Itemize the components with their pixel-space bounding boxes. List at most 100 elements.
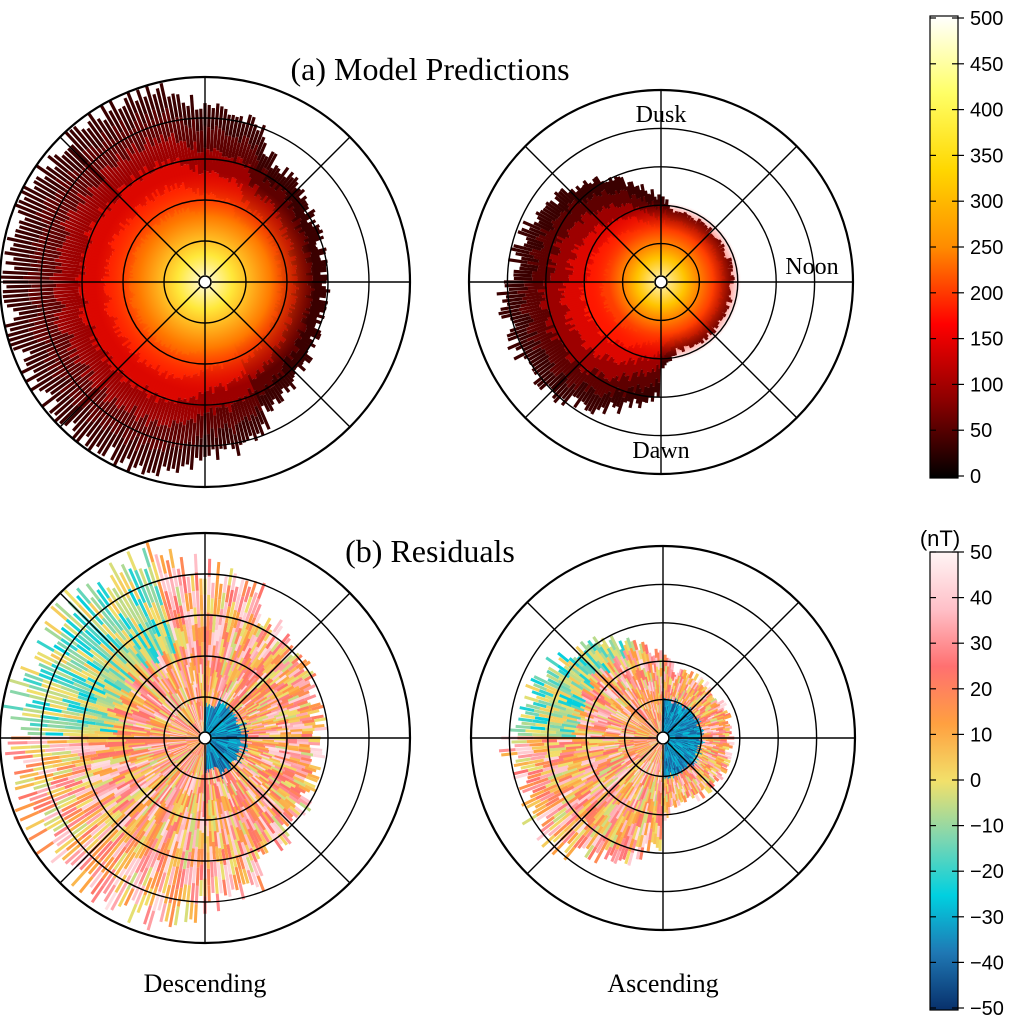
- residual-stroke: [170, 807, 180, 826]
- prediction-stroke: [72, 169, 94, 189]
- prediction-stroke: [654, 378, 658, 393]
- prediction-stroke: [602, 396, 613, 415]
- residual-stroke: [256, 773, 270, 783]
- prediction-stroke: [649, 368, 655, 384]
- prediction-stroke: [57, 317, 83, 328]
- residual-stroke: [273, 803, 285, 814]
- prediction-stroke: [166, 446, 175, 472]
- prediction-stroke: [628, 371, 636, 388]
- residual-stroke: [208, 830, 213, 847]
- prediction-stroke: [540, 337, 560, 350]
- prediction-stroke: [644, 387, 650, 403]
- prediction-stroke: [227, 137, 235, 159]
- prediction-stroke: [125, 450, 138, 476]
- prediction-stroke: [134, 112, 148, 138]
- prediction-stroke: [181, 443, 188, 467]
- residual-stroke: [253, 789, 265, 801]
- prediction-stroke: [622, 380, 631, 398]
- prediction-stroke: [210, 108, 216, 130]
- prediction-stroke: [23, 196, 48, 210]
- residual-stroke: [146, 910, 156, 931]
- prediction-stroke: [54, 197, 78, 213]
- residual-stroke: [166, 858, 175, 877]
- prediction-stroke: [76, 192, 100, 210]
- prediction-stroke: [62, 241, 88, 252]
- prediction-stroke: [590, 213, 605, 228]
- residual-stroke: [250, 859, 260, 877]
- prediction-stroke: [525, 291, 545, 297]
- prediction-stroke: [95, 369, 116, 390]
- residual-stroke: [198, 811, 203, 831]
- prediction-stroke: [282, 361, 297, 376]
- residual-stroke: [290, 764, 302, 771]
- prediction-stroke: [273, 176, 287, 192]
- prediction-stroke: [570, 212, 586, 225]
- residual-stroke: [217, 813, 224, 830]
- prediction-stroke: [23, 276, 50, 280]
- residual-stroke: [245, 818, 254, 832]
- prediction-stroke: [550, 272, 570, 277]
- prediction-stroke: [64, 227, 89, 240]
- residual-stroke: [239, 807, 248, 821]
- prediction-stroke: [12, 304, 38, 312]
- prediction-stroke: [564, 360, 581, 377]
- residual-stroke: [241, 822, 250, 836]
- prediction-stroke: [265, 153, 278, 171]
- residual-stroke: [295, 768, 309, 776]
- prediction-stroke: [300, 337, 316, 349]
- prediction-stroke: [593, 373, 606, 391]
- prediction-stroke: [609, 380, 620, 399]
- prediction-stroke: [126, 435, 140, 460]
- prediction-stroke: [44, 175, 66, 192]
- prediction-stroke: [41, 218, 66, 231]
- prediction-stroke: [551, 382, 568, 400]
- residual-stroke: [214, 798, 221, 815]
- prediction-stroke: [552, 358, 570, 375]
- prediction-stroke: [531, 274, 551, 279]
- residual-stroke: [180, 829, 187, 849]
- residual-stroke: [229, 824, 237, 841]
- prediction-stroke: [586, 367, 600, 385]
- residual-stroke: [131, 883, 142, 901]
- residual-stroke: [163, 824, 173, 844]
- prediction-stroke: [555, 240, 575, 251]
- prediction-stroke: [65, 300, 90, 308]
- prediction-stroke: [134, 100, 147, 125]
- residual-stroke: [249, 769, 260, 779]
- prediction-stroke: [82, 149, 102, 171]
- prediction-stroke: [522, 220, 541, 231]
- residual-stroke: [272, 821, 284, 835]
- residual-stroke: [298, 746, 311, 751]
- residual-stroke: [238, 882, 246, 900]
- prediction-stroke: [254, 167, 267, 186]
- prediction-stroke: [644, 371, 650, 388]
- prediction-stroke: [500, 304, 521, 311]
- prediction-stroke: [117, 108, 132, 132]
- prediction-stroke: [164, 400, 175, 426]
- prediction-stroke: [545, 201, 562, 214]
- residual-stroke: [260, 758, 274, 766]
- residual-stroke: [192, 864, 197, 884]
- prediction-stroke: [36, 331, 62, 343]
- prediction-stroke: [161, 427, 171, 453]
- prediction-stroke: [552, 223, 570, 235]
- prediction-stroke: [648, 383, 653, 398]
- residual-stroke: [252, 801, 264, 814]
- prediction-stroke: [636, 369, 644, 385]
- residual-stroke: [263, 829, 273, 842]
- residual-stroke: [304, 766, 317, 773]
- residual-stroke: [267, 751, 280, 758]
- residual-stroke: [232, 825, 240, 842]
- residual-stroke: [264, 769, 276, 778]
- prediction-stroke: [519, 266, 538, 272]
- prediction-stroke: [539, 331, 559, 344]
- prediction-stroke: [573, 221, 591, 234]
- residual-stroke: [168, 821, 177, 839]
- residual-stroke: [224, 797, 233, 814]
- prediction-stroke: [607, 363, 620, 382]
- prediction-stroke: [140, 449, 152, 475]
- residual-stroke: [256, 818, 266, 831]
- prediction-stroke: [0, 275, 24, 280]
- residual-stroke: [261, 756, 274, 764]
- prediction-stroke: [61, 154, 82, 173]
